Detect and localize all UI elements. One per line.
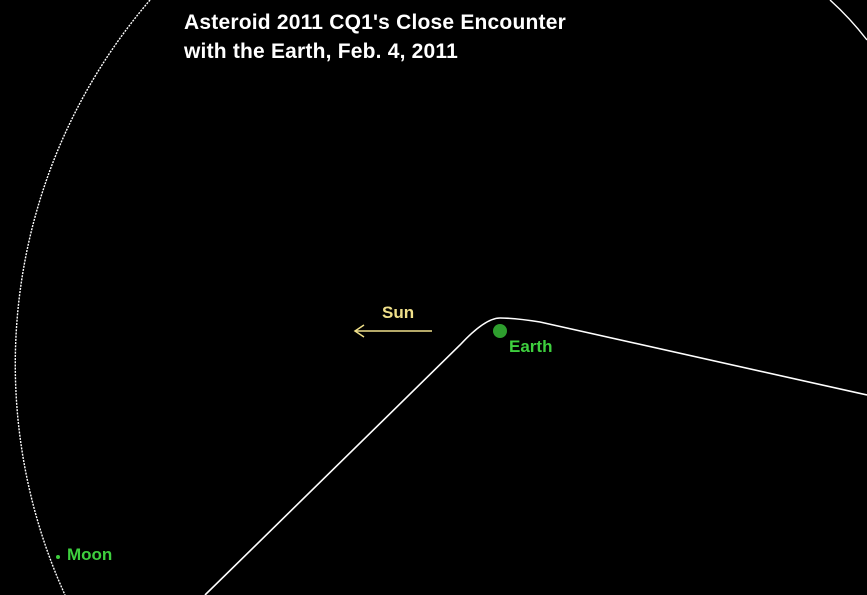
sun-direction-arrow — [353, 324, 432, 338]
title-line-1: Asteroid 2011 CQ1's Close Encounter — [184, 11, 566, 34]
title-line-2: with the Earth, Feb. 4, 2011 — [184, 40, 459, 63]
moon-orbit — [14, 0, 151, 595]
sun-label: Sun — [382, 303, 415, 322]
moon-label: Moon — [67, 545, 113, 564]
earth-marker — [493, 324, 507, 338]
asteroid-trajectory — [204, 317, 867, 595]
moon-orbit-right-arc — [829, 0, 867, 41]
earth-label: Earth — [509, 337, 553, 356]
moon-marker — [56, 555, 60, 559]
